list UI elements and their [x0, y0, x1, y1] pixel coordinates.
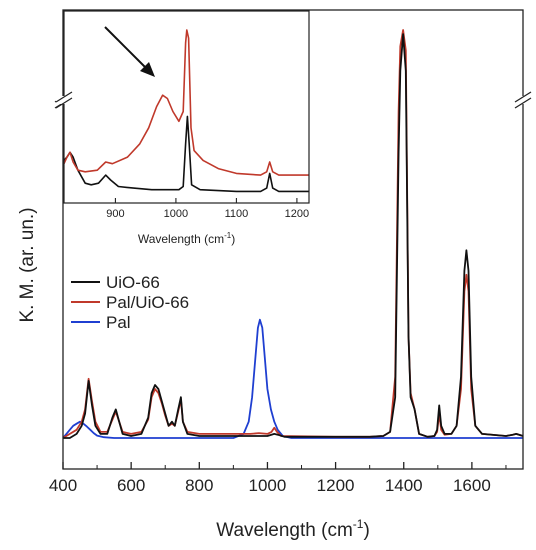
legend-label: Pal/UiO-66: [106, 293, 189, 312]
x-tick-label: 1600: [453, 476, 491, 495]
series-line-pal: [62, 318, 523, 439]
inset-x-tick-label: 1100: [225, 208, 249, 220]
x-tick-label: 1000: [249, 476, 287, 495]
inset-series-line-pal-uio-66: [64, 29, 309, 176]
inset-x-axis-title: Wavelength (cm-1): [138, 231, 235, 246]
x-tick-label: 1200: [317, 476, 355, 495]
x-tick-label: 600: [117, 476, 145, 495]
inset-x-tick-label: 1200: [285, 208, 309, 220]
inset-arrow-annotation: [104, 26, 155, 77]
x-tick-label: 800: [185, 476, 213, 495]
inset-axis-break: [55, 91, 73, 109]
inset-chart: 900 1000 1100 1200 Wavelength (cm-1): [55, 10, 310, 246]
inset-series-line-uio-66: [64, 115, 309, 193]
plot-frame: [62, 9, 524, 470]
legend-label: UiO-66: [106, 273, 160, 292]
right-axis-break: [514, 91, 532, 109]
legend-label: Pal: [106, 313, 131, 332]
inset-x-tick-label: 900: [106, 208, 124, 220]
y-axis-title: K. M. (ar. un.): [17, 207, 38, 322]
main-chart: 400 600 800 1000 1200 1400 1600 Wavelength (cm-…: [17, 9, 532, 541]
x-tick-label: 400: [49, 476, 77, 495]
inset-x-tick-label: 1000: [164, 208, 188, 220]
series-line-uio-66: [63, 33, 524, 439]
x-axis-title: Wavelength (cm-1): [216, 517, 370, 541]
x-tick-label: 1400: [385, 476, 423, 495]
inset-frame: [63, 10, 310, 204]
inset-background: [64, 11, 309, 203]
